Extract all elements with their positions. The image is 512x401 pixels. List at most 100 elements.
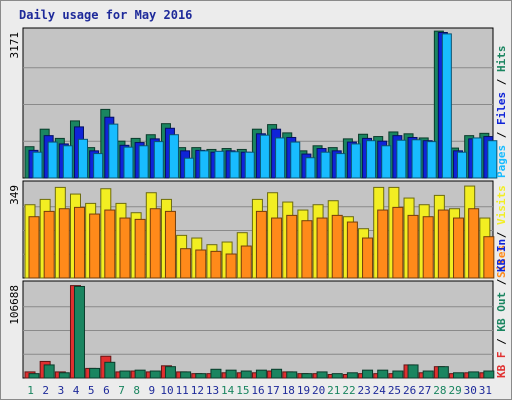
bar-sites-day-18	[286, 214, 298, 279]
bar-kb-out-day-9	[149, 370, 161, 379]
bar-pages-day-18	[290, 141, 301, 179]
bar-sites-day-19	[301, 220, 313, 279]
legend-separator: /	[495, 272, 508, 292]
bar-kb-out-day-26	[407, 364, 419, 379]
bar-kb-out-day-31	[483, 370, 495, 379]
bar-kb-out-day-8	[134, 369, 146, 379]
bar-sites-day-1	[28, 216, 40, 279]
legend-separator: /	[495, 225, 508, 245]
x-tick-label-day-13: 13	[206, 384, 219, 397]
bar-sites-day-5	[89, 213, 101, 279]
bar-kb-out-day-24	[377, 369, 389, 379]
bar-kb-out-day-28	[437, 366, 449, 379]
x-tick-label-day-7: 7	[118, 384, 125, 397]
legend-separator: /	[495, 125, 508, 145]
x-tick-label-day-31: 31	[479, 384, 492, 397]
legend-sites: Sites	[495, 245, 508, 278]
bar-sites-day-9	[149, 208, 161, 279]
bar-pages-day-22	[350, 143, 361, 179]
bar-pages-day-11	[184, 157, 195, 179]
bar-pages-day-7	[123, 146, 134, 179]
legend-kb-f: KB F	[495, 352, 508, 379]
bar-pages-day-25	[396, 139, 407, 179]
bar-pages-day-3	[62, 145, 73, 179]
bar-sites-day-10	[164, 210, 176, 279]
bar-pages-day-9	[153, 141, 164, 179]
bar-sites-day-13	[210, 250, 222, 279]
bar-sites-day-28	[437, 209, 449, 279]
legend-separator: /	[495, 332, 508, 352]
bar-pages-day-10	[168, 134, 179, 179]
bar-sites-day-6	[104, 209, 116, 279]
bar-pages-day-20	[320, 151, 331, 179]
x-tick-label-day-14: 14	[221, 384, 235, 397]
x-tick-label-day-27: 27	[418, 384, 431, 397]
bar-kb-out-day-10	[164, 366, 176, 379]
bar-pages-day-26	[411, 139, 422, 179]
bar-sites-day-16	[255, 210, 267, 279]
bar-kb-out-day-15	[240, 370, 252, 379]
x-tick-label-day-10: 10	[160, 384, 173, 397]
bar-pages-day-4	[77, 138, 88, 179]
bar-sites-day-25	[392, 206, 404, 279]
x-tick-label-day-25: 25	[388, 384, 401, 397]
bar-pages-day-19	[305, 157, 316, 179]
x-tick-label-day-18: 18	[282, 384, 295, 397]
x-tick-label-day-16: 16	[251, 384, 264, 397]
x-tick-label-day-26: 26	[403, 384, 416, 397]
bar-sites-day-15	[240, 245, 252, 279]
bar-pages-day-12	[199, 150, 210, 179]
x-tick-label-day-29: 29	[448, 384, 461, 397]
bar-sites-day-3	[58, 208, 70, 279]
chart-title: Daily usage for May 2016	[19, 8, 193, 22]
x-tick-label-day-9: 9	[149, 384, 156, 397]
bar-kb-out-day-30	[468, 371, 480, 379]
bar-sites-day-24	[377, 209, 389, 279]
bar-pages-day-21	[335, 153, 346, 179]
bar-pages-day-17	[275, 137, 286, 179]
bar-pages-day-30	[472, 137, 483, 179]
panel-1-legend: Pages / Files / Hits	[495, 46, 508, 179]
x-tick-label-day-4: 4	[73, 384, 80, 397]
bar-sites-day-21	[331, 214, 343, 279]
bar-pages-day-24	[381, 145, 392, 179]
bar-kb-out-day-14	[225, 369, 237, 379]
x-tick-label-day-15: 15	[236, 384, 249, 397]
bar-pages-day-27	[426, 141, 437, 179]
bar-kb-out-day-17	[271, 368, 283, 379]
bar-kb-out-day-12	[195, 373, 207, 379]
bar-kb-out-day-25	[392, 370, 404, 379]
x-tick-label-day-20: 20	[312, 384, 325, 397]
bar-kb-out-day-29	[453, 372, 465, 379]
bar-sites-day-26	[407, 214, 419, 279]
bar-pages-day-5	[93, 153, 104, 179]
panel-3-ymax-label: 106688	[8, 285, 21, 325]
bar-kb-out-day-19	[301, 373, 313, 379]
bar-pages-day-31	[487, 140, 498, 179]
bar-kb-out-day-18	[286, 371, 298, 379]
bar-pages-day-2	[47, 141, 58, 179]
legend-visits: Visits	[495, 185, 508, 225]
bar-kb-out-day-20	[316, 371, 328, 379]
x-tick-label-day-8: 8	[133, 384, 140, 397]
x-tick-label-day-17: 17	[267, 384, 280, 397]
panel-2-legend: Sites / Visits	[495, 185, 508, 278]
bar-sites-day-4	[73, 206, 85, 279]
bar-sites-day-30	[468, 208, 480, 279]
bar-kb-out-day-2	[43, 364, 55, 379]
bar-kb-out-day-6	[104, 361, 116, 379]
bar-kb-out-day-21	[331, 373, 343, 379]
x-tick-label-day-6: 6	[103, 384, 110, 397]
legend-files: Files	[495, 92, 508, 125]
x-tick-label-day-5: 5	[88, 384, 95, 397]
x-tick-label-day-23: 23	[358, 384, 371, 397]
bar-sites-day-20	[316, 217, 328, 279]
bar-sites-day-12	[195, 249, 207, 279]
bar-kb-out-day-3	[58, 372, 70, 379]
x-tick-label-day-24: 24	[373, 384, 387, 397]
x-tick-label-day-19: 19	[297, 384, 310, 397]
bar-pages-day-6	[108, 123, 119, 179]
bar-kb-out-day-7	[119, 370, 131, 379]
bar-pages-day-13	[214, 150, 225, 179]
